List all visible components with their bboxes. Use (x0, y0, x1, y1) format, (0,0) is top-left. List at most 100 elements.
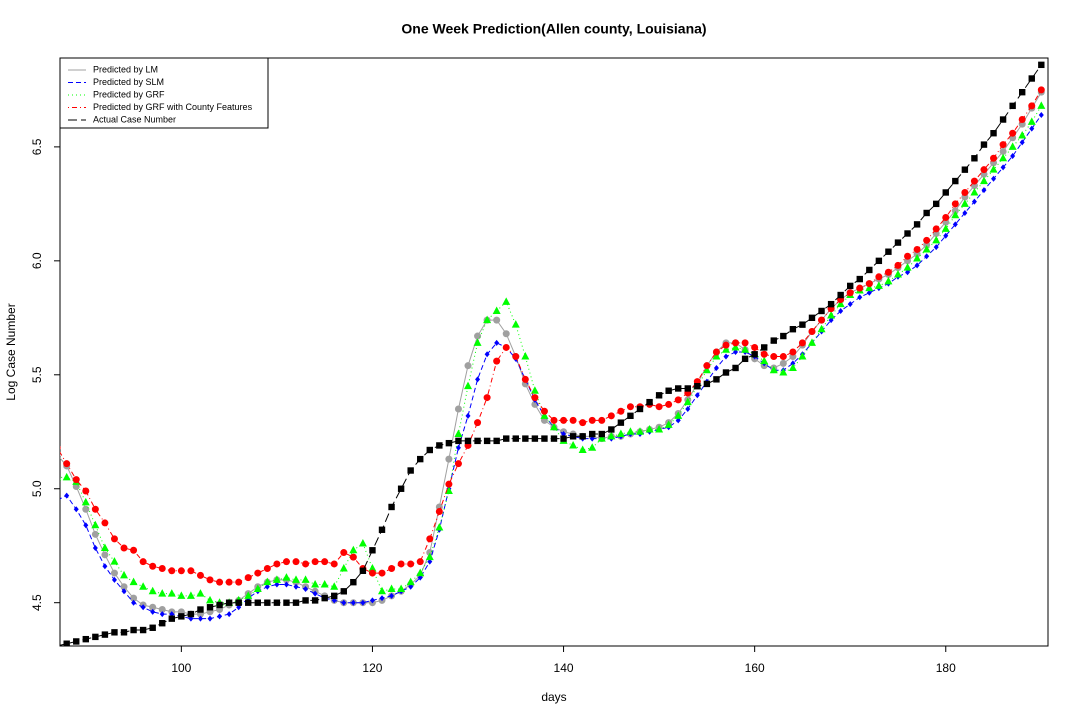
point (991, 175, 997, 182)
point (330, 560, 338, 568)
series-line (60, 89, 1042, 583)
point (818, 307, 825, 315)
point (474, 332, 482, 340)
point (856, 284, 864, 292)
point (588, 416, 596, 424)
point (540, 411, 549, 419)
point (120, 629, 128, 636)
point (82, 487, 90, 495)
point (914, 262, 920, 269)
point (111, 576, 117, 583)
point (492, 306, 501, 314)
point (685, 405, 691, 412)
point (158, 589, 167, 597)
series-line (60, 91, 1042, 615)
point (82, 505, 90, 513)
point (713, 376, 720, 383)
point (378, 526, 386, 533)
point (521, 352, 530, 360)
point (1037, 101, 1046, 109)
point (120, 570, 129, 579)
point (626, 427, 635, 435)
point (684, 385, 691, 392)
point (206, 604, 214, 611)
point (780, 332, 787, 340)
point (933, 244, 939, 251)
point (990, 154, 998, 162)
point (1008, 142, 1017, 150)
point (665, 400, 673, 408)
point (999, 116, 1007, 123)
point (73, 506, 79, 513)
point (407, 467, 414, 474)
point (302, 597, 309, 604)
point (140, 604, 146, 611)
point (292, 558, 300, 566)
point (273, 560, 281, 568)
point (82, 635, 89, 643)
point (541, 435, 548, 442)
point (760, 350, 768, 358)
point (225, 599, 233, 606)
point (130, 594, 138, 602)
point (550, 416, 558, 424)
point (683, 397, 692, 406)
point (60, 445, 61, 450)
point (608, 426, 615, 433)
point (91, 520, 100, 529)
point (741, 339, 749, 347)
point (788, 363, 797, 371)
point (990, 130, 997, 137)
point (369, 547, 376, 554)
legend-box (59, 57, 269, 129)
point (282, 573, 291, 581)
point (320, 579, 329, 588)
point (808, 327, 816, 335)
point (943, 232, 949, 239)
point (884, 268, 892, 276)
point (971, 155, 978, 162)
point (790, 360, 796, 367)
point (979, 176, 988, 185)
point (961, 188, 969, 196)
point (847, 282, 854, 290)
point (321, 558, 329, 566)
y-tick-label: 6.0 (30, 252, 44, 269)
point (445, 480, 453, 488)
y-tick-label: 4.5 (30, 594, 44, 611)
point (493, 316, 501, 324)
point (311, 597, 319, 604)
point (646, 398, 653, 406)
point (483, 394, 491, 402)
point (283, 599, 290, 606)
point (368, 564, 377, 572)
point (62, 472, 71, 481)
point (875, 257, 883, 265)
point (60, 642, 61, 646)
point (389, 592, 395, 599)
y-tick-label: 6.5 (30, 138, 44, 155)
point (960, 199, 969, 207)
point (272, 575, 281, 583)
point (1028, 102, 1036, 110)
point (148, 586, 157, 595)
x-tick-label: 180 (936, 661, 956, 675)
point (952, 177, 959, 185)
point (73, 638, 80, 645)
point (836, 299, 845, 308)
point (808, 314, 816, 322)
point (101, 631, 109, 638)
point (903, 263, 912, 271)
point (350, 578, 357, 586)
point (475, 376, 481, 383)
point (1027, 117, 1036, 125)
point (616, 429, 625, 438)
point (866, 266, 873, 274)
point (178, 613, 185, 620)
point (952, 221, 958, 228)
point (379, 595, 385, 602)
point (368, 569, 376, 577)
point (579, 433, 586, 440)
point (770, 337, 777, 344)
point (569, 416, 577, 424)
